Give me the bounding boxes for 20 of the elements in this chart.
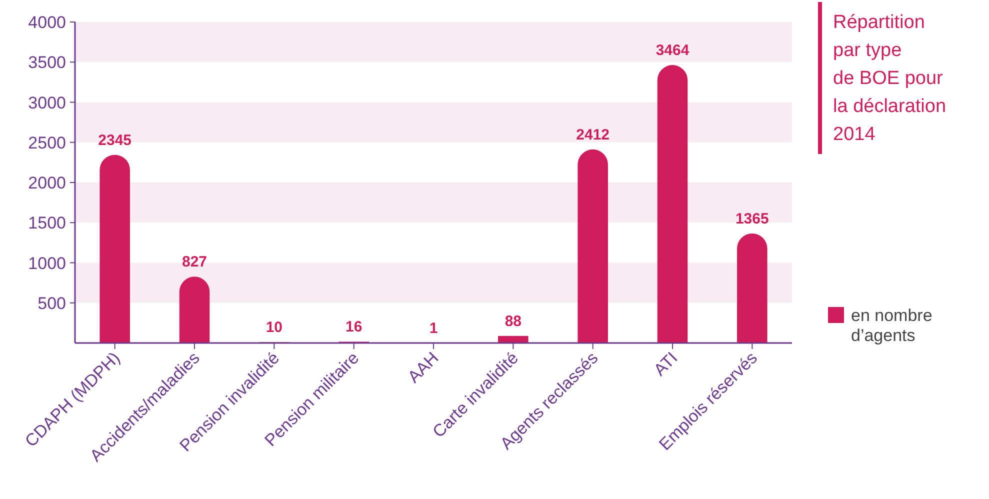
- y-tick-label: 3000: [28, 93, 66, 112]
- data-label: 1365: [735, 210, 769, 228]
- data-label: 2345: [98, 132, 132, 149]
- data-label: 2412: [576, 126, 610, 144]
- y-tick-label: 3500: [28, 53, 66, 72]
- data-label: 1: [429, 320, 438, 337]
- data-label: 3464: [656, 42, 690, 60]
- data-label: 10: [266, 319, 283, 336]
- y-tick-label: 4000: [28, 13, 66, 32]
- y-tick-label: 2500: [28, 133, 66, 152]
- data-label: 88: [504, 312, 522, 330]
- y-tick-label: 2000: [28, 174, 66, 192]
- y-tick-label: 500: [38, 294, 66, 313]
- y-tick-label: 1500: [28, 214, 66, 233]
- data-label: 16: [345, 318, 362, 336]
- x-tick-label: ATI: [650, 348, 682, 380]
- legend-label: en nombre d’agents: [851, 306, 932, 345]
- data-label: 827: [182, 254, 208, 271]
- text: Répartition par type de BOE pour la déclaration 2014: [833, 12, 946, 145]
- y-tick-label: 1000: [28, 254, 66, 273]
